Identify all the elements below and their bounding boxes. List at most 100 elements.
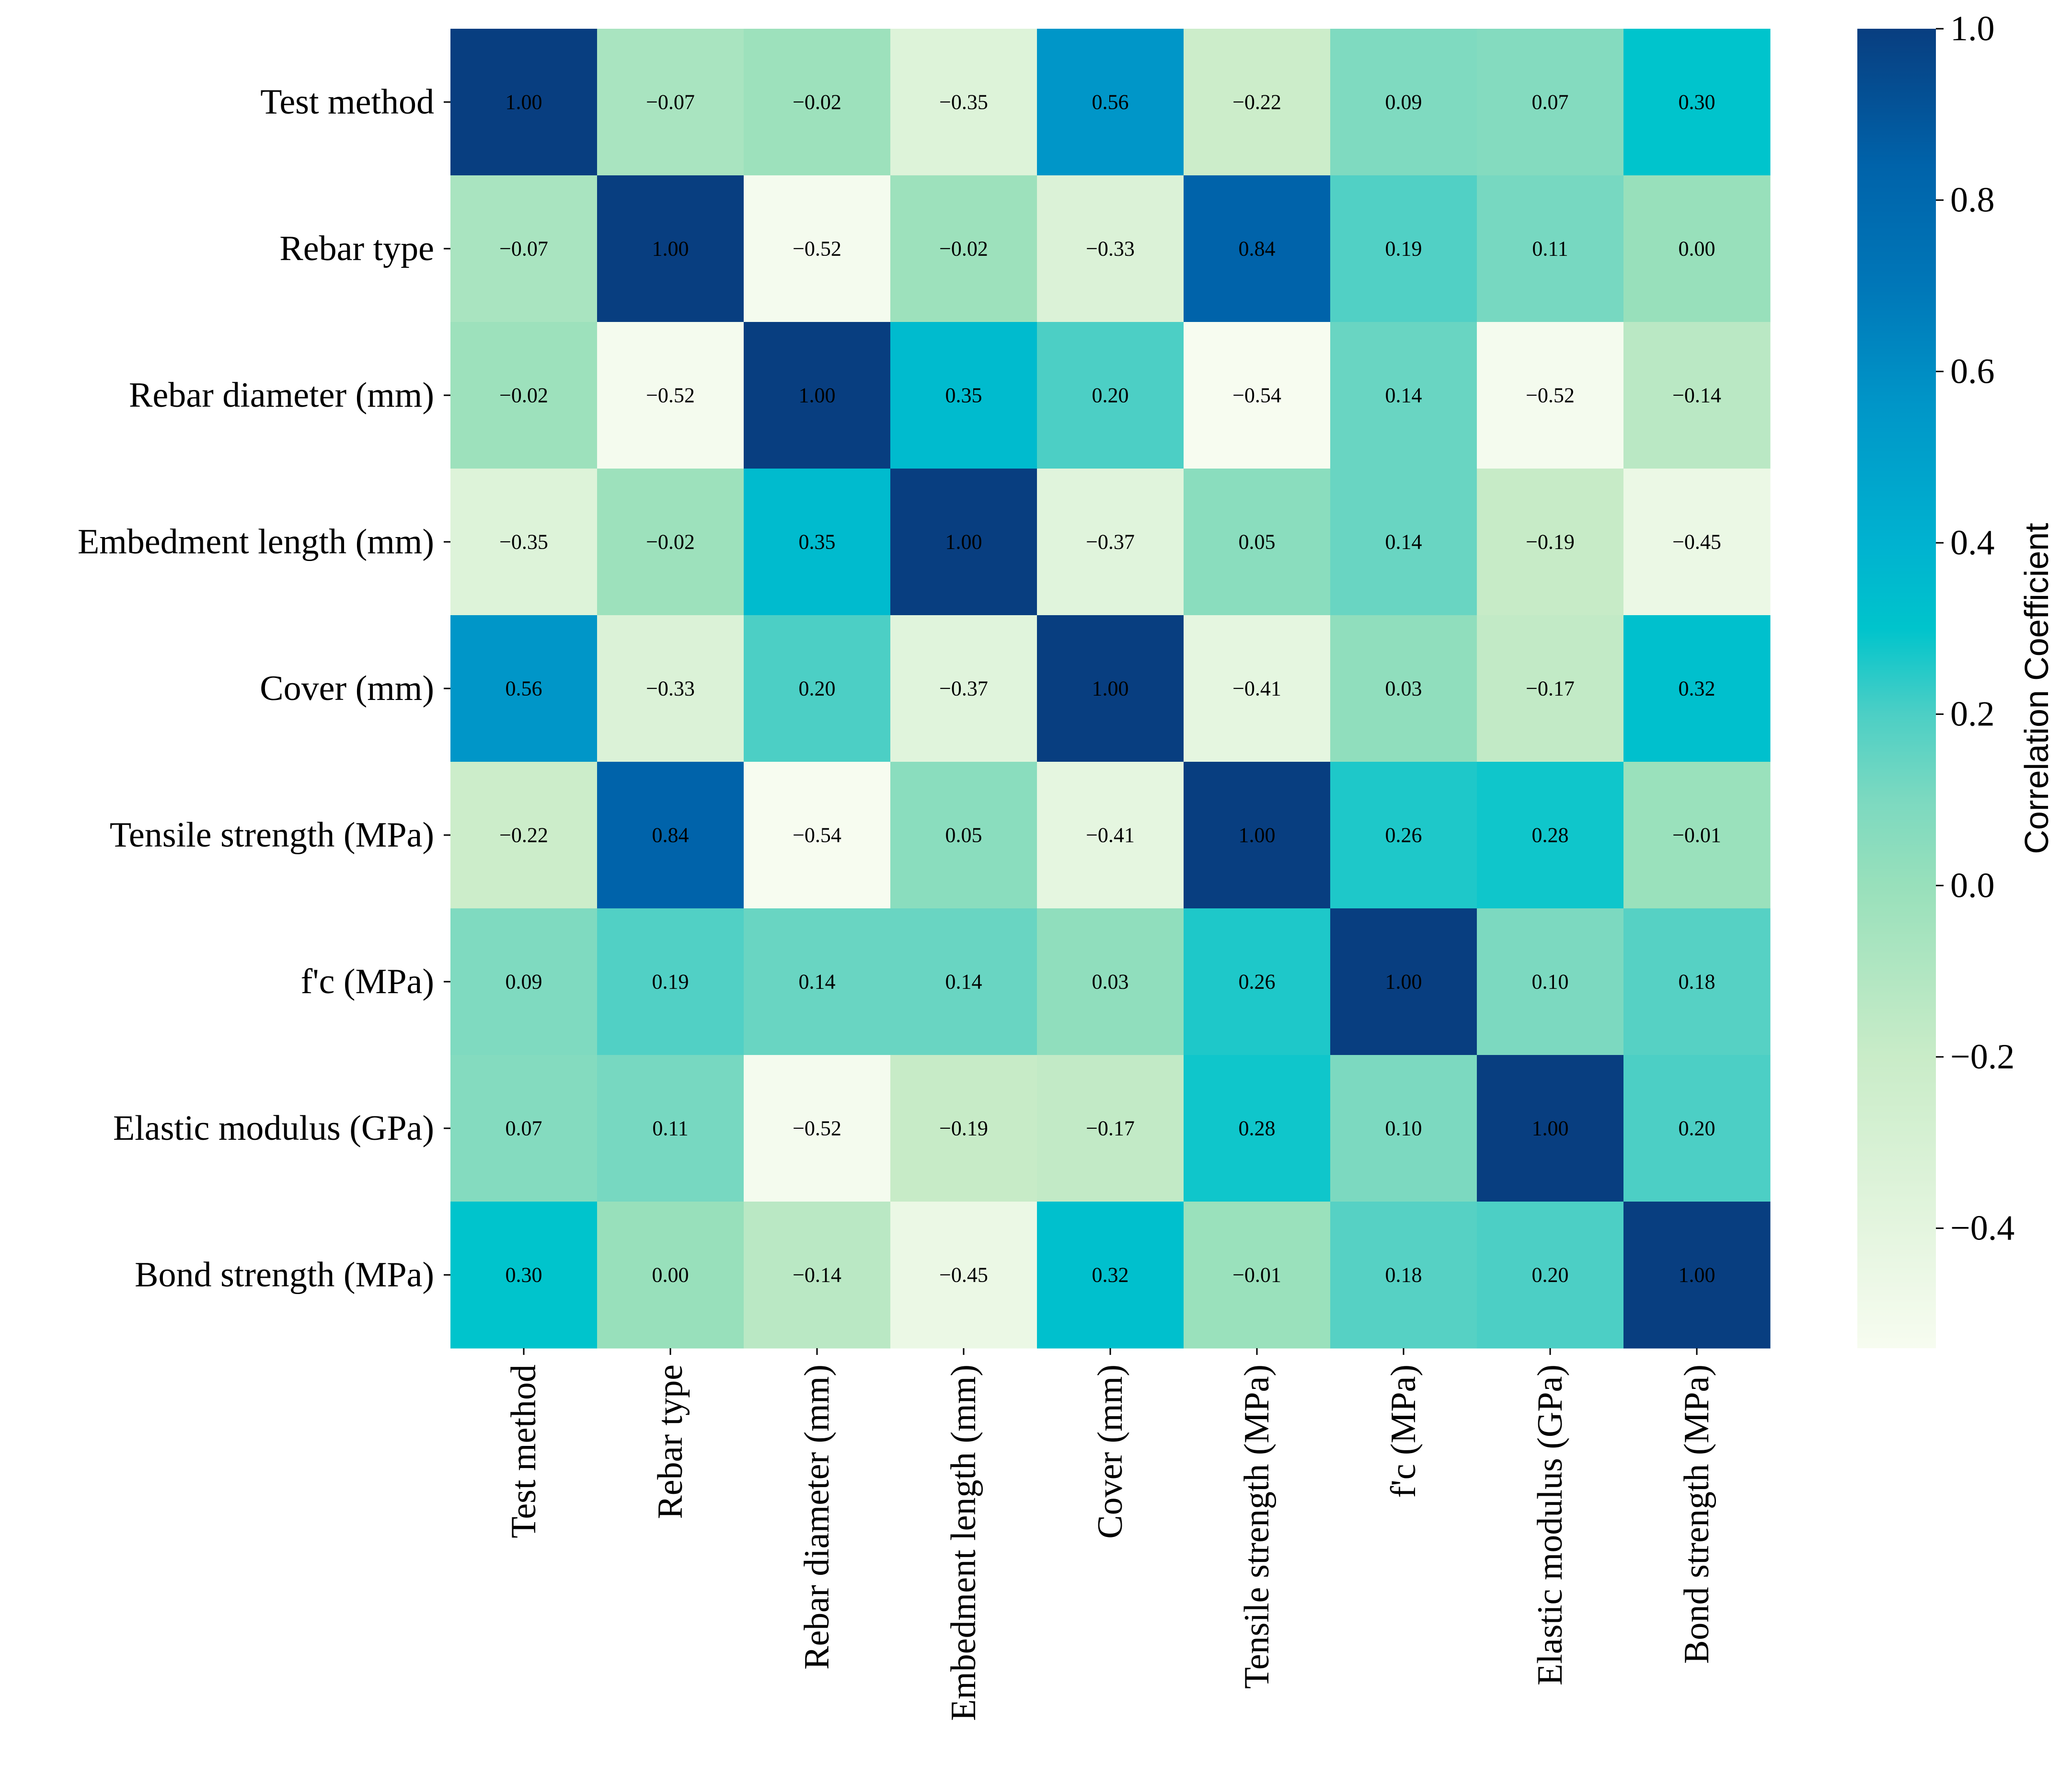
heatmap-cell xyxy=(597,469,744,616)
heatmap-cell xyxy=(1330,615,1477,762)
cell-value-label: 0.00 xyxy=(1679,237,1715,261)
cell-value-label: −0.19 xyxy=(1526,530,1575,554)
row-label: Rebar type xyxy=(279,229,434,268)
row-label: Test method xyxy=(260,82,434,122)
heatmap-cell xyxy=(890,29,1037,176)
heatmap-cell xyxy=(1330,908,1477,1055)
heatmap-cell xyxy=(1037,175,1184,322)
cell-value-label: −0.35 xyxy=(499,530,548,554)
cell-value-label: 1.00 xyxy=(1532,1117,1569,1140)
column-label: Bond strength (MPa) xyxy=(1677,1364,1716,1664)
cell-value-label: 0.10 xyxy=(1532,970,1569,994)
heatmap-cell xyxy=(890,615,1037,762)
column-label: Embedment length (mm) xyxy=(944,1364,983,1721)
cell-value-label: −0.01 xyxy=(1232,1263,1281,1287)
heatmap-cell xyxy=(1623,469,1771,616)
heatmap-cell xyxy=(1037,908,1184,1055)
cell-value-label: 0.30 xyxy=(506,1263,542,1287)
heatmap-cell xyxy=(744,469,891,616)
heatmap-cell xyxy=(1623,29,1771,176)
cell-value-label: 1.00 xyxy=(799,384,836,407)
cell-value-label: 0.14 xyxy=(945,970,982,994)
cell-value-label: 1.00 xyxy=(1679,1263,1715,1287)
cell-value-label: −0.35 xyxy=(939,91,988,114)
colorbar-tick-label: 0.0 xyxy=(1950,866,1995,905)
cell-value-label: 0.35 xyxy=(799,530,836,554)
column-label: Rebar diameter (mm) xyxy=(797,1364,837,1670)
cell-value-label: 0.56 xyxy=(1092,91,1129,114)
heatmap-cell xyxy=(1477,322,1624,469)
cell-value-label: −0.37 xyxy=(1086,530,1135,554)
row-label: Embedment length (mm) xyxy=(78,522,434,562)
cell-value-label: −0.54 xyxy=(1232,384,1281,407)
heatmap-cells: 1.00 −0.07 −0.02 −0.35 0.56 −0.22 0.09 0.07 0.30… xyxy=(450,29,1771,1349)
cell-value-label: −0.02 xyxy=(646,530,695,554)
heatmap-cell xyxy=(597,175,744,322)
cell-value-label: 1.00 xyxy=(1385,970,1422,994)
heatmap-cell xyxy=(1477,908,1624,1055)
heatmap-cell xyxy=(1623,175,1771,322)
heatmap-cell xyxy=(1330,762,1477,909)
cell-value-label: −0.45 xyxy=(939,1263,988,1287)
cell-value-label: −0.52 xyxy=(1526,384,1575,407)
heatmap-cell xyxy=(1623,1202,1771,1349)
column-label: Elastic modulus (GPa) xyxy=(1531,1364,1570,1685)
cell-value-label: −0.02 xyxy=(793,91,841,114)
colorbar-tick-label: 0.4 xyxy=(1950,523,1995,562)
cell-value-label: −0.22 xyxy=(499,824,548,847)
heatmap-cell xyxy=(744,615,891,762)
cell-value-label: 0.26 xyxy=(1385,824,1422,847)
cell-value-label: −0.41 xyxy=(1086,824,1135,847)
cell-value-label: −0.17 xyxy=(1086,1117,1135,1140)
cell-value-label: −0.52 xyxy=(793,1117,841,1140)
cell-value-label: 0.20 xyxy=(799,677,836,700)
cell-value-label: 0.20 xyxy=(1679,1117,1715,1140)
cell-value-label: 1.00 xyxy=(652,237,689,261)
cell-value-label: 0.05 xyxy=(1239,530,1276,554)
cell-value-label: 0.10 xyxy=(1385,1117,1422,1140)
heatmap-cell xyxy=(890,175,1037,322)
heatmap-cell xyxy=(1623,762,1771,909)
cell-value-label: 1.00 xyxy=(1092,677,1129,700)
column-label: Tensile strength (MPa) xyxy=(1237,1364,1277,1689)
row-label: Cover (mm) xyxy=(260,669,434,708)
heatmap-cell xyxy=(744,762,891,909)
heatmap-cell xyxy=(890,908,1037,1055)
cell-value-label: −0.37 xyxy=(939,677,988,700)
heatmap-cell xyxy=(744,1055,891,1202)
heatmap-cell xyxy=(1037,1202,1184,1349)
cell-value-label: 0.26 xyxy=(1239,970,1276,994)
row-label: Rebar diameter (mm) xyxy=(129,376,434,415)
heatmap-cell xyxy=(450,1202,598,1349)
heatmap-cell xyxy=(1037,762,1184,909)
heatmap-cell xyxy=(450,29,598,176)
cell-value-label: −0.01 xyxy=(1672,824,1721,847)
heatmap-cell xyxy=(1477,29,1624,176)
heatmap-cell xyxy=(1184,29,1331,176)
heatmap-cell xyxy=(1184,1202,1331,1349)
cell-value-label: 0.00 xyxy=(652,1263,689,1287)
cell-value-label: 0.14 xyxy=(799,970,836,994)
heatmap-cell xyxy=(1037,29,1184,176)
cell-value-label: 0.03 xyxy=(1385,677,1422,700)
column-label: f'c (MPa) xyxy=(1384,1364,1423,1498)
heatmap-cell xyxy=(450,175,598,322)
column-label: Rebar type xyxy=(651,1364,690,1519)
heatmap-cell xyxy=(597,29,744,176)
heatmap-cell xyxy=(597,615,744,762)
heatmap-cell xyxy=(744,1202,891,1349)
heatmap-cell xyxy=(1623,322,1771,469)
heatmap-cell xyxy=(744,29,891,176)
heatmap-cell xyxy=(890,469,1037,616)
heatmap-cell xyxy=(1623,908,1771,1055)
cell-value-label: 0.35 xyxy=(945,384,982,407)
cell-value-label: −0.02 xyxy=(939,237,988,261)
heatmap-cell xyxy=(1037,615,1184,762)
column-labels: Test method Rebar type Rebar diameter (mm)… xyxy=(504,1348,1716,1721)
cell-value-label: −0.33 xyxy=(646,677,695,700)
heatmap-cell xyxy=(597,1202,744,1349)
heatmap-cell xyxy=(1184,469,1331,616)
heatmap-cell xyxy=(1037,1055,1184,1202)
cell-value-label: 0.05 xyxy=(945,824,982,847)
cell-value-label: −0.22 xyxy=(1232,91,1281,114)
